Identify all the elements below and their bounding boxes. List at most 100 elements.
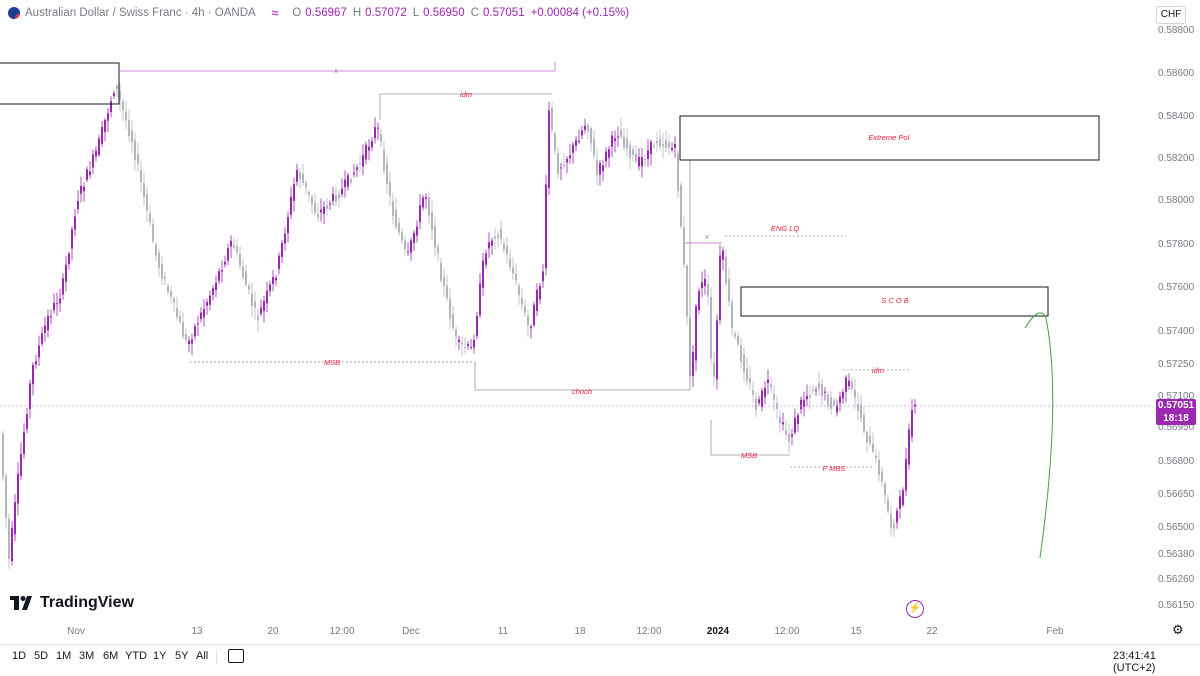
candle-body: [164, 276, 166, 279]
tradingview-logo[interactable]: TradingView: [10, 594, 134, 612]
candle-body: [212, 288, 214, 295]
candle-body: [512, 267, 514, 274]
candle-body: [374, 127, 376, 139]
candle-body: [473, 339, 475, 348]
candle-body: [254, 301, 256, 308]
calendar-icon[interactable]: [228, 649, 244, 663]
range-button-1d[interactable]: 1D: [12, 650, 27, 662]
symbol-title[interactable]: Australian Dollar / Swiss Franc · 4h · O…: [25, 7, 256, 19]
candle-body: [533, 304, 535, 326]
range-button-all[interactable]: All: [196, 650, 209, 662]
candle-body: [266, 290, 268, 304]
extreme-poi-zone[interactable]: [679, 115, 1100, 161]
supply-zone-left[interactable]: [0, 62, 120, 105]
range-button-ytd[interactable]: YTD: [125, 650, 147, 662]
price-tick-label: 0.58000: [1158, 195, 1195, 206]
candle-body: [197, 323, 199, 325]
candle-body: [362, 155, 364, 167]
candle-body: [557, 153, 559, 175]
time-tick-label: 20: [267, 626, 279, 637]
candle-body: [569, 155, 571, 159]
candle-body: [404, 240, 406, 250]
candle-body: [878, 460, 880, 476]
candle-body: [515, 274, 517, 281]
candle-body: [281, 242, 283, 257]
candle-body: [371, 141, 373, 148]
candle-body: [845, 377, 847, 392]
candle-body: [575, 140, 577, 146]
candle-body: [842, 391, 844, 399]
candle-body: [629, 145, 631, 159]
candle-body: [428, 196, 430, 216]
range-button-1y[interactable]: 1Y: [153, 650, 167, 662]
candle-body: [50, 316, 52, 318]
candle-body: [227, 248, 229, 261]
candle-body: [401, 232, 403, 241]
candle-body: [710, 297, 712, 359]
candle-body: [203, 309, 205, 318]
candle-body: [107, 113, 109, 121]
range-button-1m[interactable]: 1M: [56, 650, 72, 662]
candle-body: [602, 165, 604, 172]
candle-body: [560, 167, 562, 169]
lightning-icon[interactable]: ⚡: [906, 600, 924, 618]
candle-body: [671, 147, 673, 150]
candle-body: [194, 326, 196, 337]
candle-body: [563, 164, 565, 167]
candle-body: [914, 404, 916, 407]
candle-body: [872, 443, 874, 452]
candle-body: [308, 192, 310, 195]
range-button-5d[interactable]: 5D: [34, 650, 49, 662]
candle-body: [158, 252, 160, 268]
price-chart[interactable]: x idm Extreme PoI ENG LQ x S C O B MSB c…: [0, 0, 1150, 618]
candle-body: [494, 236, 496, 239]
indicator-button[interactable]: ≈: [271, 6, 279, 20]
candle-body: [743, 354, 745, 372]
candle-body: [104, 120, 106, 132]
currency-button[interactable]: CHF: [1156, 6, 1186, 24]
candle-body: [143, 183, 145, 197]
scob-zone[interactable]: [740, 286, 1049, 317]
bar-countdown: 18:18: [1163, 413, 1189, 424]
toolbar-divider: [216, 650, 217, 664]
candle-body: [263, 300, 265, 312]
ohlc-value: 0.56967: [305, 7, 347, 19]
candle-body: [638, 157, 640, 167]
candle-body: [686, 265, 688, 317]
candle-body: [590, 128, 592, 144]
range-button-5y[interactable]: 5Y: [175, 650, 189, 662]
candle-body: [356, 167, 358, 171]
candle-body: [335, 195, 337, 202]
gear-icon[interactable]: ⚙: [1172, 622, 1184, 637]
candle-body: [68, 253, 70, 265]
candle-body: [605, 151, 607, 162]
tradingview-logo-icon: [10, 596, 32, 610]
candle-body: [359, 163, 361, 165]
candle-body: [572, 144, 574, 153]
ohlc-values: O 0.56967 H 0.57072 L 0.56950 C 0.57051 +0.00084…: [292, 7, 635, 19]
candle-body: [791, 434, 793, 437]
candle-body: [668, 142, 670, 148]
candle-body: [2, 433, 4, 477]
range-button-3m[interactable]: 3M: [79, 650, 95, 662]
label-extreme-poi: Extreme PoI: [868, 133, 909, 142]
candle-body: [92, 154, 94, 168]
candle-body: [353, 172, 355, 175]
last-price-tag: 0.57051 18:18: [1156, 399, 1196, 425]
candle-body: [722, 250, 724, 260]
range-button-6m[interactable]: 6M: [103, 650, 119, 662]
candle-body: [509, 258, 511, 268]
candle-body: [797, 415, 799, 424]
price-tick-label: 0.57600: [1158, 282, 1195, 293]
clock-readout[interactable]: 23:41:41 (UTC+2): [1113, 650, 1156, 674]
candle-body: [89, 171, 91, 176]
ohlc-key: H: [352, 7, 362, 19]
candle-body: [140, 170, 142, 182]
projection-path[interactable]: [1024, 312, 1054, 559]
candle-body: [392, 201, 394, 217]
candle-body: [863, 414, 865, 432]
candle-body: [17, 473, 19, 504]
bottom-toolbar: [0, 644, 1200, 676]
time-tick-label: Feb: [1046, 626, 1064, 637]
candle-body: [803, 399, 805, 407]
